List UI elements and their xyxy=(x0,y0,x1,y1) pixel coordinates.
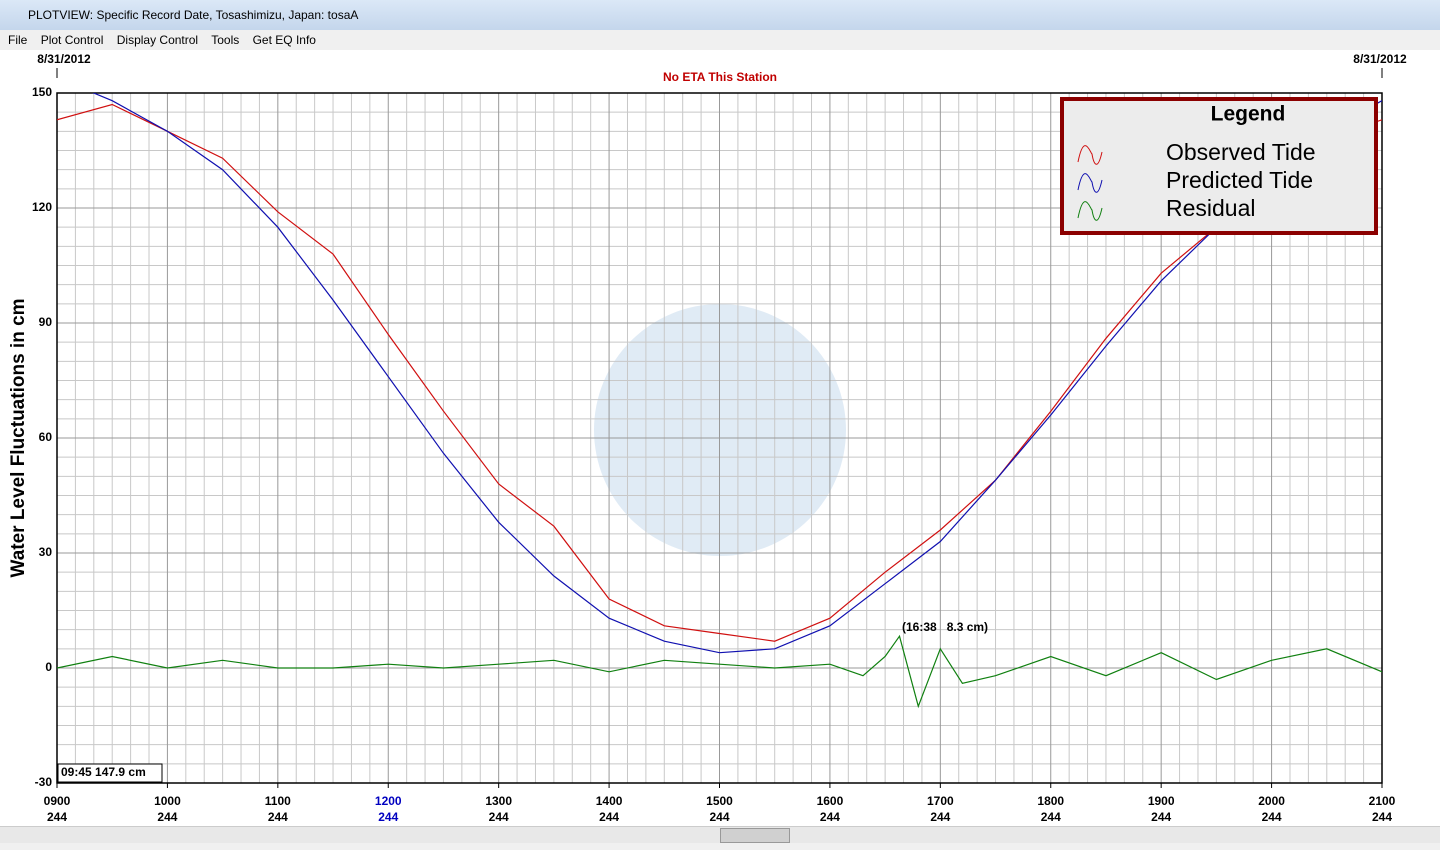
cursor-readout: 09:45 147.9 cm xyxy=(61,765,146,779)
date-right: 8/31/2012 xyxy=(1353,52,1407,66)
x-tick-sublabel: 244 xyxy=(820,810,840,824)
x-tick-sublabel: 244 xyxy=(1151,810,1171,824)
legend-label: Observed Tide xyxy=(1166,139,1316,165)
legend-swatch xyxy=(1077,173,1103,193)
x-tick-label: 1400 xyxy=(596,794,623,808)
menu-item[interactable]: Tools xyxy=(211,33,240,47)
y-tick-label: 120 xyxy=(32,200,52,214)
date-left: 8/31/2012 xyxy=(37,52,91,66)
x-tick-sublabel: 244 xyxy=(268,810,288,824)
x-tick-label: 2000 xyxy=(1258,794,1285,808)
x-tick-label: 2100 xyxy=(1369,794,1396,808)
legend-box xyxy=(1060,97,1378,235)
legend-label: Residual xyxy=(1166,195,1256,221)
y-tick-label: 90 xyxy=(39,315,53,329)
x-tick-sublabel: 244 xyxy=(1372,810,1392,824)
scroll-thumb[interactable] xyxy=(720,828,790,843)
readout-box xyxy=(57,763,163,783)
y-axis-label: Water Level Fluctuations in cm xyxy=(8,298,29,577)
menu-bar: File Plot Control Display Control Tools … xyxy=(0,30,1440,50)
chart-title: No ETA This Station xyxy=(663,70,777,84)
x-tick-label: 1900 xyxy=(1148,794,1175,808)
title-bar: PLOTVIEW: Specific Record Date, Tosashim… xyxy=(0,0,1440,30)
y-tick-label: 150 xyxy=(32,85,52,99)
x-tick-sublabel: 244 xyxy=(378,810,398,824)
plot-frame xyxy=(56,92,1383,784)
x-tick-sublabel: 244 xyxy=(709,810,729,824)
data-line xyxy=(57,103,1382,642)
horizontal-scrollbar[interactable] xyxy=(0,826,1440,843)
x-tick-sublabel: 244 xyxy=(1262,810,1282,824)
data-line xyxy=(57,634,1382,709)
y-tick-label: 60 xyxy=(39,430,53,444)
y-tick-label: 0 xyxy=(45,660,52,674)
x-tick-sublabel: 244 xyxy=(489,810,509,824)
data-line xyxy=(92,93,1382,654)
menu-item[interactable]: Display Control xyxy=(116,33,199,47)
y-tick-label: -30 xyxy=(35,775,53,789)
x-tick-sublabel: 244 xyxy=(157,810,177,824)
menu-item[interactable]: Get EQ Info xyxy=(252,33,316,47)
y-tick-label: 30 xyxy=(39,545,53,559)
x-tick-sublabel: 244 xyxy=(599,810,619,824)
x-tick-sublabel: 244 xyxy=(1041,810,1061,824)
legend-title: Legend xyxy=(1211,103,1286,126)
x-tick-label: 1200 xyxy=(375,794,402,808)
window-title: PLOTVIEW: Specific Record Date, Tosashim… xyxy=(28,8,359,22)
x-tick-label: 1600 xyxy=(817,794,844,808)
legend-label: Predicted Tide xyxy=(1166,167,1313,193)
x-tick-label: 1300 xyxy=(485,794,512,808)
legend-swatch xyxy=(1077,201,1103,221)
legend-swatch xyxy=(1077,145,1103,165)
x-tick-label: 1800 xyxy=(1037,794,1064,808)
x-tick-label: 1000 xyxy=(154,794,181,808)
x-tick-label: 1700 xyxy=(927,794,954,808)
x-tick-label: 0900 xyxy=(44,794,71,808)
peak-annotation: (16:38 8.3 cm) xyxy=(902,620,988,634)
x-tick-sublabel: 244 xyxy=(930,810,950,824)
x-tick-label: 1100 xyxy=(265,794,291,808)
chart: 8/31/2012 8/31/2012 No ETA This Station … xyxy=(0,50,1440,826)
menu-item[interactable]: Plot Control xyxy=(40,33,104,47)
x-tick-label: 1500 xyxy=(706,794,733,808)
menu-item[interactable]: File xyxy=(8,33,28,47)
x-tick-sublabel: 244 xyxy=(47,810,67,824)
